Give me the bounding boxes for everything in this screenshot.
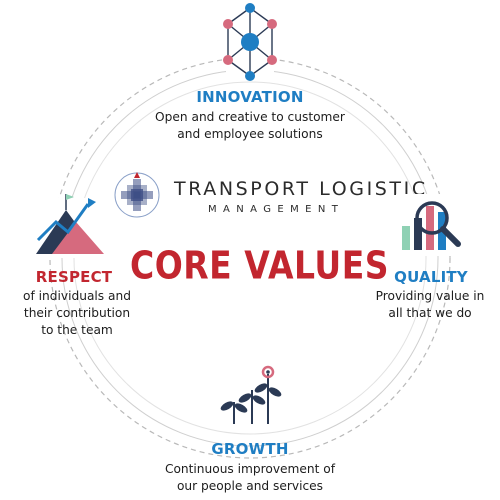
- growth-desc-line: our people and services: [176, 479, 324, 493]
- mountain-flag-icon: [34, 194, 104, 258]
- quality-title: QUALITY: [394, 268, 468, 286]
- network-icon: [223, 3, 277, 81]
- sprouting-plants-icon: [218, 365, 286, 426]
- innovation-desc-line: Open and creative to customer: [155, 110, 345, 124]
- respect-desc-line: to the team: [41, 323, 113, 337]
- respect-desc-line: of individuals and: [23, 289, 131, 303]
- innovation-description: Open and creative to customer and employ…: [130, 109, 370, 143]
- growth-description: Continuous improvement of our people and…: [120, 461, 380, 495]
- compass-logo-icon: [114, 172, 160, 218]
- respect-description: of individuals and their contribution to…: [2, 288, 152, 339]
- quality-desc-line: all that we do: [388, 306, 472, 320]
- growth-title: GROWTH: [211, 440, 289, 458]
- innovation-title: INNOVATION: [196, 88, 304, 106]
- brand-name: TRANSPORT LOGISTIC: [174, 178, 428, 200]
- magnifier-chart-icon: [396, 194, 466, 256]
- core-values-title: CORE VALUES: [130, 243, 390, 288]
- quality-description: Providing value in all that we do: [361, 288, 499, 322]
- brand-subtitle: MANAGEMENT: [208, 204, 345, 215]
- quality-desc-line: Providing value in: [375, 289, 485, 303]
- growth-desc-line: Continuous improvement of: [164, 462, 336, 476]
- respect-desc-line: their contribution: [23, 306, 131, 320]
- respect-title: RESPECT: [35, 268, 113, 286]
- innovation-desc-line: and employee solutions: [177, 127, 323, 141]
